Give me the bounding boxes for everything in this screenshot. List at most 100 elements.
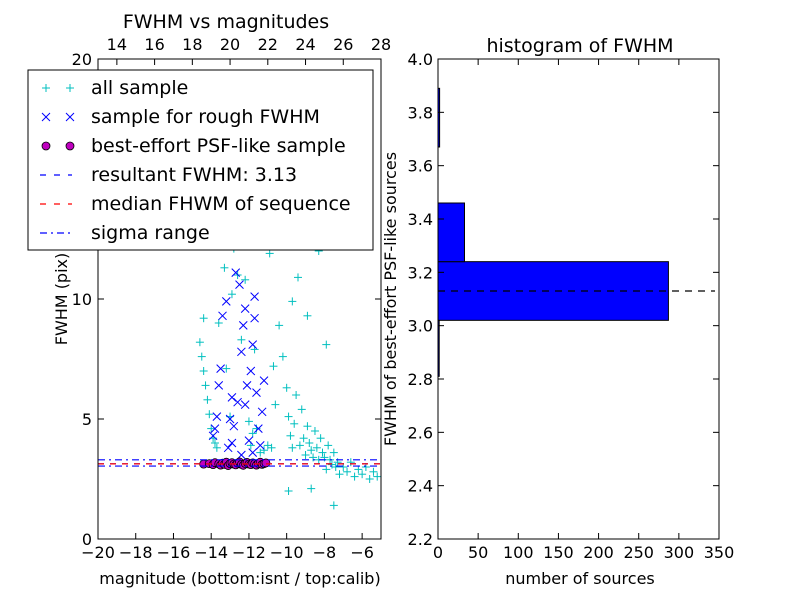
histogram-bar-2 xyxy=(437,202,465,263)
series-1-point-2 xyxy=(212,412,222,421)
series-1-point-22-b xyxy=(254,424,263,433)
left-top-tick-label-5: 24 xyxy=(295,35,315,54)
legend: all sample sample for rough FWHM best-effo… xyxy=(27,69,374,251)
series-0-point-5 xyxy=(205,410,214,419)
left-y-tick-label-0: 0 xyxy=(82,530,92,549)
series-1-point-8 xyxy=(227,393,237,402)
series-0-point-65 xyxy=(346,458,355,467)
series-0-point-70 xyxy=(365,475,374,483)
legend-marker-1-a xyxy=(41,112,51,122)
series-1-point-15 xyxy=(240,400,250,409)
left-x-tick-label-1: −18 xyxy=(119,543,153,562)
left-x-tick-label-3: −14 xyxy=(194,543,228,562)
series-1-point-32-b xyxy=(250,292,259,301)
series-1-point-18-b xyxy=(246,366,256,376)
series-0-point-62 xyxy=(335,470,344,479)
series-0-point-32 xyxy=(275,321,284,330)
legend-label-0: all sample xyxy=(91,77,188,99)
legend-label-3: resultant FWHM: 3.13 xyxy=(91,164,297,186)
series-0-point-10 xyxy=(199,314,208,323)
series-1-point-12 xyxy=(235,280,244,289)
right-x-tick-label-6: 300 xyxy=(664,543,695,562)
right-x-tick-label-1: 50 xyxy=(468,543,488,562)
left-top-tick-label-7: 28 xyxy=(371,35,391,54)
series-1-point-1-b xyxy=(210,424,220,433)
right-x-tick-label-3: 150 xyxy=(543,543,574,562)
series-0-point-8 xyxy=(210,439,219,447)
series-0-point-40 xyxy=(293,273,302,282)
legend-marker-2-a-dot xyxy=(41,141,51,151)
series-0-point-33 xyxy=(278,352,287,361)
left-points xyxy=(98,213,381,510)
series-0-point-55 xyxy=(322,465,331,474)
series-0-point-9 xyxy=(212,443,221,452)
left-x-tick-label-7: −6 xyxy=(350,543,374,562)
legend-marker-2-b xyxy=(65,141,75,151)
legend-marker-2-b-dot xyxy=(65,141,75,151)
series-0-point-4 xyxy=(203,395,212,404)
series-1-point-30-b xyxy=(240,304,250,313)
series-0-point-49 xyxy=(310,427,319,435)
series-1-point-29 xyxy=(248,448,258,457)
series-2-point-29-dot xyxy=(261,458,271,468)
legend-marker-2-a xyxy=(41,141,51,151)
legend-marker-1-b xyxy=(65,112,75,122)
series-0-point-34 xyxy=(282,383,291,392)
series-1-point-6-b xyxy=(221,297,231,306)
series-1-point-2-b xyxy=(212,412,222,421)
series-1-point-26 xyxy=(227,438,237,448)
series-1-point-19-b xyxy=(248,340,258,349)
series-1-point-21 xyxy=(252,388,261,397)
series-1-point-25-b xyxy=(259,376,269,385)
series-1-point-31-b xyxy=(233,397,242,407)
series-0-point-52 xyxy=(316,434,325,443)
right-x-tick-label-2: 100 xyxy=(503,543,534,562)
series-1-point-3-b xyxy=(214,381,224,390)
left-x-tick-label-6: −8 xyxy=(313,543,337,562)
left-top-tick-label-2: 18 xyxy=(182,35,202,54)
series-0-point-78 xyxy=(269,362,278,371)
left-axes-ticks: −20 −18 −16 −14 −12 −10 −8 −6 14 16 18 20 22 24 26 28 0 5… xyxy=(72,35,392,562)
series-1-point-23-b xyxy=(255,441,265,450)
series-1-point-5-b xyxy=(218,311,227,321)
series-0-point-64 xyxy=(343,467,352,476)
left-top-tick-label-6: 26 xyxy=(333,35,353,54)
series-0-point-2 xyxy=(199,367,208,375)
fwhm-histogram-chart: histogram of FWHM 0 50 100 150 200 250 300 350 2… xyxy=(381,35,734,588)
series-1-point-10 xyxy=(231,268,241,277)
series-1-point-13 xyxy=(237,347,246,357)
left-chart-title: FWHM vs magnitudes xyxy=(123,11,329,33)
series-1-point-26-b xyxy=(227,438,237,448)
series-0-point-59 xyxy=(329,448,338,457)
series-0-point-66 xyxy=(350,472,359,481)
left-top-tick-label-1: 16 xyxy=(144,35,164,54)
series-1-point-23 xyxy=(255,441,265,450)
series-1-point-10-b xyxy=(231,268,241,277)
series-0-point-71 xyxy=(369,467,378,476)
left-top-tick-label-0: 14 xyxy=(107,35,127,54)
series-0-point-36 xyxy=(286,431,295,440)
series-1-point-21-b xyxy=(252,388,261,397)
series-1-point-22 xyxy=(254,424,263,433)
series-0-point-30 xyxy=(271,400,280,409)
series-1-point-29-b xyxy=(248,448,258,457)
series-1-point-5 xyxy=(218,311,227,321)
right-plot-frame xyxy=(437,58,720,540)
series-0-point-29 xyxy=(267,443,276,452)
legend-label-4: median FHWM of sequence xyxy=(91,193,351,215)
series-1-point-7-b xyxy=(225,414,235,424)
series-1-point-27-b xyxy=(223,443,233,453)
series-0-point-1 xyxy=(197,352,206,361)
series-1-point-16-b xyxy=(242,381,252,390)
series-0-point-80 xyxy=(227,290,236,299)
series-0-point-24 xyxy=(248,429,257,438)
left-x-tick-label-0: −20 xyxy=(81,543,115,562)
series-1-point-0 xyxy=(208,431,218,441)
series-0-point-11 xyxy=(214,319,223,327)
series-2-point-29 xyxy=(261,458,271,468)
right-y-tick-label-1: 2.4 xyxy=(408,477,433,496)
right-axes-ticks: 0 50 100 150 200 250 300 350 2.2 2.4 2.6 2.8 3.0 3.2 3… xyxy=(408,50,735,562)
left-y-axis-label: FWHM (pix) xyxy=(52,253,71,346)
series-1-point-4 xyxy=(216,364,225,373)
series-1-point-9 xyxy=(229,421,239,431)
